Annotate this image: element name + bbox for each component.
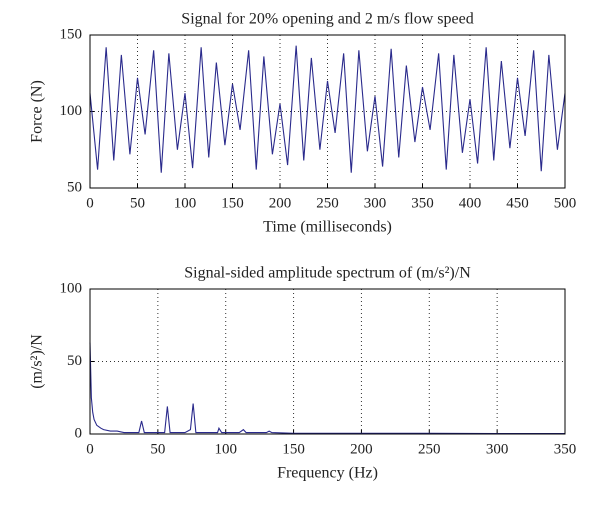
y-tick-label: 50 (67, 353, 82, 369)
data-line (89, 45, 566, 173)
plot-area (90, 289, 565, 434)
x-tick-label: 250 (316, 195, 339, 211)
y-tick-label: 50 (67, 179, 82, 195)
data-line (89, 342, 565, 435)
x-tick-label: 150 (221, 195, 244, 211)
y-tick-label: 0 (75, 425, 83, 441)
x-axis-label: Frequency (Hz) (277, 465, 378, 482)
chart-title: Signal-sided amplitude spectrum of (m/s²… (184, 265, 471, 282)
y-axis-label: Force (N) (29, 80, 46, 143)
x-tick-label: 450 (506, 195, 529, 211)
x-tick-label: 50 (150, 441, 165, 457)
y-tick-label: 100 (60, 280, 83, 296)
y-tick-label: 150 (60, 26, 83, 42)
plot-frame (89, 34, 566, 189)
x-tick-label: 300 (486, 441, 509, 457)
x-tick-label: 200 (269, 195, 292, 211)
plot-frame (89, 288, 566, 435)
x-tick-label: 400 (459, 195, 482, 211)
y-tick-label: 100 (60, 103, 83, 119)
x-tick-label: 150 (282, 441, 305, 457)
y-axis-label: (m/s²)/N (29, 334, 46, 389)
x-tick-label: 100 (174, 195, 197, 211)
x-tick-label: 0 (86, 441, 94, 457)
x-tick-label: 300 (364, 195, 387, 211)
x-tick-label: 200 (350, 441, 373, 457)
x-tick-label: 0 (86, 195, 94, 211)
x-tick-label: 250 (418, 441, 441, 457)
x-tick-label: 500 (554, 195, 577, 211)
x-tick-label: 100 (214, 441, 237, 457)
x-tick-label: 350 (554, 441, 577, 457)
x-tick-label: 50 (130, 195, 145, 211)
chart-title: Signal for 20% opening and 2 m/s flow sp… (181, 11, 473, 28)
x-axis-label: Time (milliseconds) (263, 219, 392, 236)
x-tick-label: 350 (411, 195, 434, 211)
